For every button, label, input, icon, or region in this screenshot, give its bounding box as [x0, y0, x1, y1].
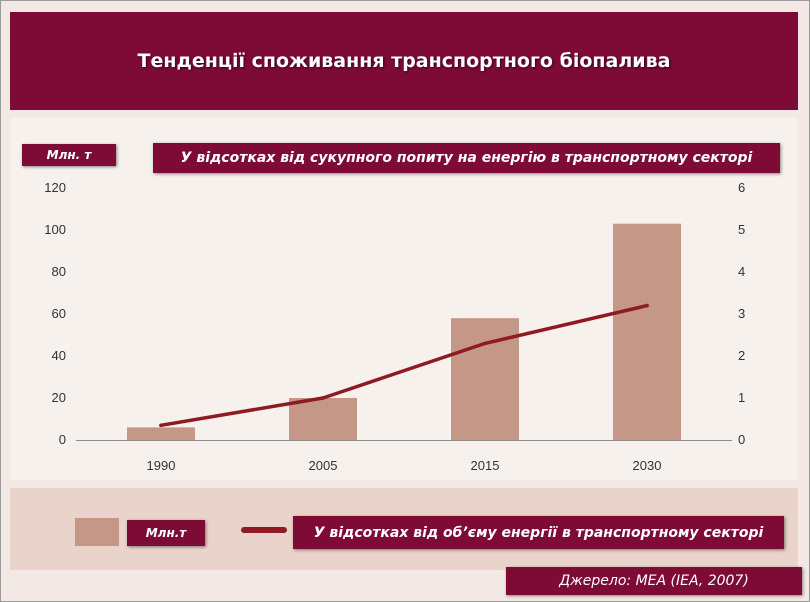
right-axis-unit-label: У відсотках від сукупного попиту на енер…: [153, 143, 780, 173]
chart-title: Тенденції споживання транспортного біопа…: [137, 50, 671, 72]
left-tick-label: 100: [44, 222, 66, 237]
left-tick-label: 40: [52, 348, 66, 363]
x-tick-label: 1990: [147, 458, 176, 473]
legend-bar-label: Млн.т: [127, 520, 205, 546]
right-tick-label: 6: [738, 180, 745, 195]
right-tick-label: 4: [738, 264, 745, 279]
legend-line-swatch: [241, 527, 287, 533]
bar: [613, 223, 681, 440]
legend-line-label: У відсотках від об’єму енергії в транспо…: [293, 516, 784, 549]
line-point: [321, 396, 325, 400]
left-tick-label: 20: [52, 390, 66, 405]
right-tick-label: 5: [738, 222, 745, 237]
legend-bar-swatch: [75, 518, 119, 546]
right-tick-label: 1: [738, 390, 745, 405]
line-point: [159, 423, 163, 428]
left-tick-label: 60: [52, 306, 66, 321]
right-tick-label: 0: [738, 432, 745, 447]
right-tick-label: 3: [738, 306, 745, 321]
x-tick-label: 2015: [471, 458, 500, 473]
left-tick-label: 120: [44, 180, 66, 195]
source-label: Джерело: МЕА (IEA, 2007): [506, 567, 802, 595]
left-tick-label: 80: [52, 264, 66, 279]
title-band: Тенденції споживання транспортного біопа…: [10, 12, 798, 110]
right-tick-label: 2: [738, 348, 745, 363]
line-point: [645, 303, 649, 308]
x-tick-label: 2005: [309, 458, 338, 473]
bar: [289, 398, 357, 440]
left-tick-label: 0: [59, 432, 66, 447]
x-tick-label: 2030: [633, 458, 662, 473]
left-axis-unit-label: Млн. т: [22, 144, 116, 166]
line-series: [159, 303, 649, 428]
bar: [127, 427, 195, 440]
line-point: [483, 341, 487, 346]
